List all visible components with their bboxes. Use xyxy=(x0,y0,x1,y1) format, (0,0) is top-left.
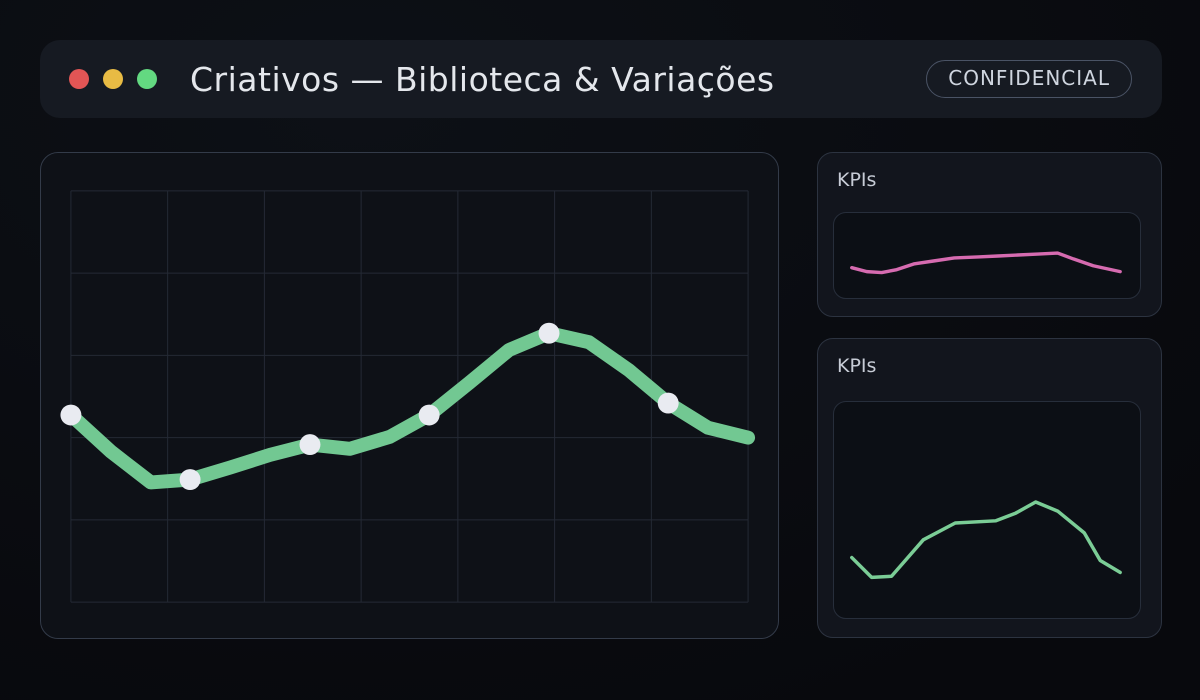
kpi-panel-top-title: KPIs xyxy=(837,169,877,191)
kpi-panel-bottom: KPIs xyxy=(817,338,1162,638)
window-close-button[interactable] xyxy=(69,69,89,89)
traffic-lights xyxy=(69,69,157,89)
window-zoom-button[interactable] xyxy=(137,69,157,89)
confidential-badge: CONFIDENCIAL xyxy=(926,60,1132,98)
kpi-sparkline-card-top xyxy=(833,212,1141,299)
kpi-panel-top: KPIs xyxy=(817,152,1162,317)
window-minimize-button[interactable] xyxy=(103,69,123,89)
page-title: Criativos — Biblioteca & Variações xyxy=(190,59,775,99)
kpi-sparkline-bottom-chart xyxy=(850,500,1122,580)
kpi-sparkline-card-bottom xyxy=(833,401,1141,619)
kpi-sparkline-top-chart xyxy=(850,251,1122,275)
main-line-chart xyxy=(60,190,756,603)
kpi-panel-bottom-title: KPIs xyxy=(837,355,877,377)
window-titlebar: Criativos — Biblioteca & Variações CONFI… xyxy=(40,40,1162,118)
main-chart-panel xyxy=(40,152,779,639)
